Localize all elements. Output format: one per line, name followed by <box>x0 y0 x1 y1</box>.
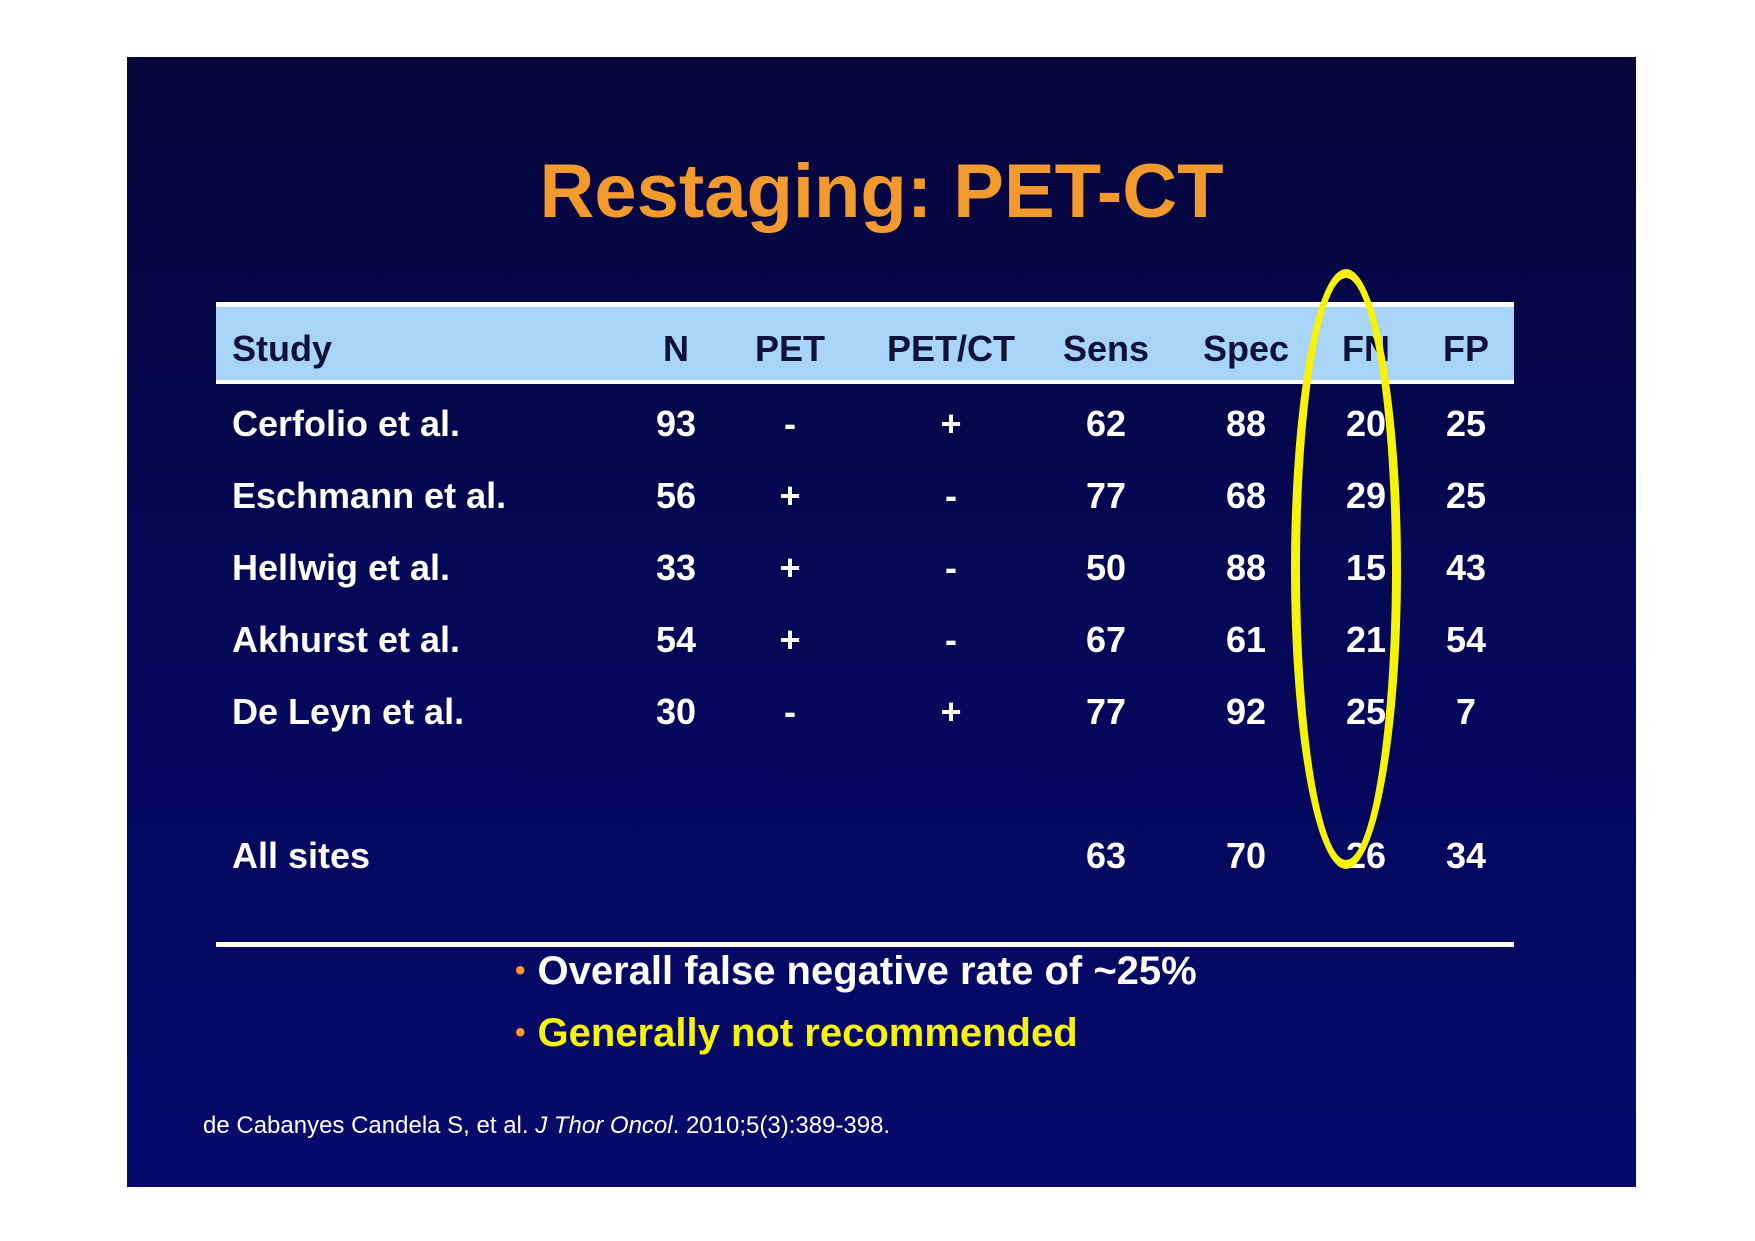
header-spec: Spec <box>1202 328 1290 369</box>
bullet-text: Generally not recommended <box>537 1011 1078 1055</box>
cell-fp: 25 <box>1445 403 1487 444</box>
table-header: Study N PET PET/CT Sens Spec FN FP <box>216 302 1514 384</box>
header-fp: FP <box>1442 328 1489 369</box>
cell-pet-ct: - <box>945 475 957 516</box>
summary-spec: 70 <box>1225 835 1267 876</box>
cell-study: Akhurst et al. <box>232 619 461 660</box>
cell-fn: 25 <box>1345 691 1387 732</box>
cell-spec: 92 <box>1225 691 1267 732</box>
summary-row: All sites 63 70 26 34 <box>216 834 1514 878</box>
table-row: Cerfolio et al. 93 - + 62 88 20 25 <box>216 402 1514 446</box>
header-pet: PET <box>754 328 825 369</box>
table-row: Eschmann et al. 56 + - 77 68 29 25 <box>216 474 1514 518</box>
bullet-dot-icon: • <box>515 954 526 987</box>
table-row: Akhurst et al. 54 + - 67 61 21 54 <box>216 618 1514 662</box>
cell-fp: 25 <box>1445 475 1487 516</box>
cell-pet: + <box>779 619 801 660</box>
cell-pet-ct: + <box>940 403 962 444</box>
cell-sens: 77 <box>1085 691 1127 732</box>
cell-study: Eschmann et al. <box>232 475 507 516</box>
summary-label: All sites <box>232 835 371 876</box>
cell-fn: 29 <box>1345 475 1387 516</box>
cell-fp: 54 <box>1445 619 1487 660</box>
cell-pet-ct: + <box>940 691 962 732</box>
bullet-list: • Overall false negative rate of ~25% • Ge… <box>515 942 1197 1066</box>
cell-n: 56 <box>655 475 697 516</box>
cell-sens: 67 <box>1085 619 1127 660</box>
citation-authors: de Cabanyes Candela S, et al. <box>203 1112 536 1139</box>
cell-spec: 88 <box>1225 547 1267 588</box>
header-n: N <box>663 328 689 369</box>
cell-n: 54 <box>655 619 697 660</box>
cell-pet: + <box>779 475 801 516</box>
cell-study: Hellwig et al. <box>232 547 451 588</box>
cell-pet-ct: - <box>945 547 957 588</box>
cell-n: 33 <box>655 547 697 588</box>
cell-fn: 20 <box>1345 403 1387 444</box>
citation-journal: J Thor Oncol <box>535 1112 673 1139</box>
cell-fn: 15 <box>1345 547 1387 588</box>
cell-n: 30 <box>655 691 697 732</box>
table-row: De Leyn et al. 30 - + 77 92 25 7 <box>216 690 1514 734</box>
summary-fn: 26 <box>1345 835 1387 876</box>
summary-fp: 34 <box>1445 835 1487 876</box>
cell-spec: 88 <box>1225 403 1267 444</box>
cell-study: Cerfolio et al. <box>232 403 461 444</box>
bullet-item: • Generally not recommended <box>515 1004 1197 1066</box>
citation-details: . 2010;5(3):389-398. <box>672 1112 891 1139</box>
bullet-dot-icon: • <box>515 1016 526 1049</box>
cell-sens: 62 <box>1085 403 1127 444</box>
cell-spec: 61 <box>1225 619 1267 660</box>
cell-pet: - <box>784 403 796 444</box>
table-row: Hellwig et al. 33 + - 50 88 15 43 <box>216 546 1514 590</box>
header-study: Study <box>232 328 333 369</box>
cell-fp: 43 <box>1445 547 1487 588</box>
header-fn: FN <box>1342 328 1390 369</box>
table-bottom-rule <box>216 942 1514 947</box>
cell-study: De Leyn et al. <box>232 691 465 732</box>
cell-fn: 21 <box>1345 619 1387 660</box>
cell-pet: - <box>784 691 796 732</box>
cell-n: 93 <box>655 403 697 444</box>
cell-pet-ct: - <box>945 619 957 660</box>
cell-fp: 7 <box>1455 691 1477 732</box>
citation: de Cabanyes Candela S, et al. J Thor Onc… <box>203 1111 890 1141</box>
slide-title: Restaging: PET-CT <box>539 149 1224 234</box>
cell-pet: + <box>779 547 801 588</box>
slide: Restaging: PET-CT Study N PET PET/CT Sen… <box>127 57 1636 1187</box>
cell-spec: 68 <box>1225 475 1267 516</box>
cell-sens: 77 <box>1085 475 1127 516</box>
header-sens: Sens <box>1062 328 1150 369</box>
header-pet-ct: PET/CT <box>886 328 1015 369</box>
bullet-item: • Overall false negative rate of ~25% <box>515 942 1197 1004</box>
summary-sens: 63 <box>1085 835 1127 876</box>
bullet-text: Overall false negative rate of ~25% <box>537 949 1197 993</box>
cell-sens: 50 <box>1085 547 1127 588</box>
